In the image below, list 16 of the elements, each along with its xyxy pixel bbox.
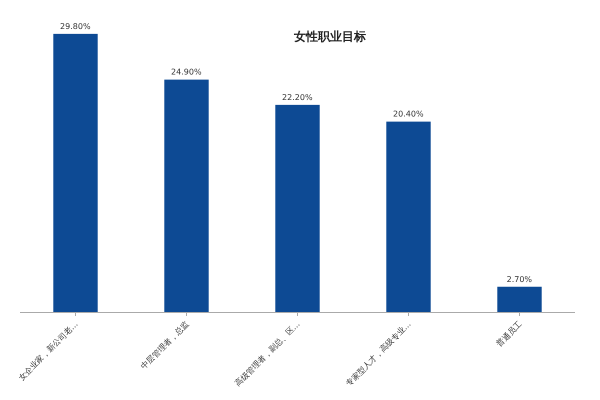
bar: [386, 122, 431, 312]
x-tick-label: 高级管理者，副总、区…: [233, 319, 302, 388]
x-tick-label: 专家型人才，高级专业…: [344, 319, 413, 388]
chart-title: 女性职业目标: [293, 29, 366, 44]
x-tick-label: 女企业家，新公司老…: [16, 319, 80, 382]
data-label: 2.70%: [506, 274, 532, 284]
x-tick-label: 普通员工: [494, 319, 524, 348]
data-label: 22.20%: [282, 92, 313, 102]
data-label: 24.90%: [171, 68, 202, 77]
data-label: 29.80%: [60, 22, 91, 31]
bar: [164, 80, 209, 312]
data-label: 20.40%: [393, 110, 424, 119]
bar: [53, 34, 98, 312]
bar: [275, 104, 320, 312]
x-tick-label: 中层管理者，总监: [139, 319, 191, 372]
bar: [497, 286, 542, 312]
